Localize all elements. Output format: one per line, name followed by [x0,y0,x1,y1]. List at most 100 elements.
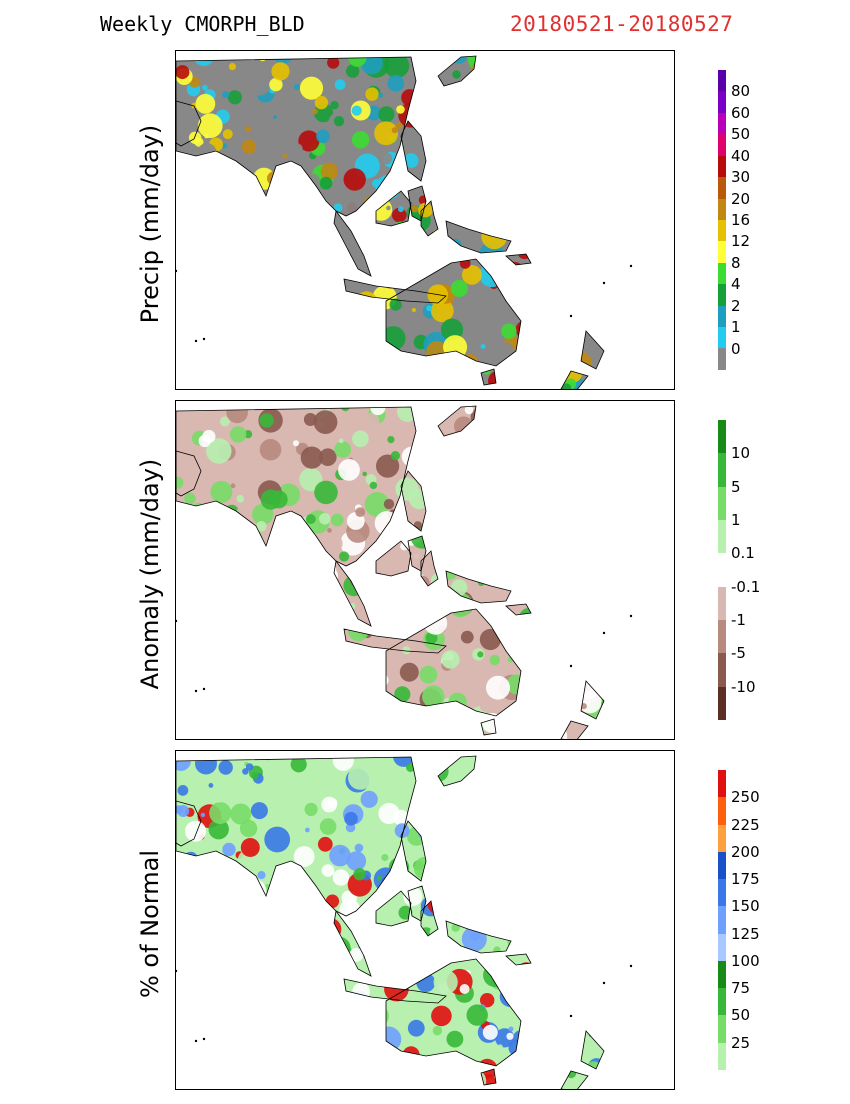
coastline [176,756,417,917]
colorbar-segment [718,553,726,587]
ylabel-anomaly: Anomaly (mm/day) [136,458,164,690]
island-dot [569,314,573,318]
land-field [176,406,604,739]
colorbar-label: 0 [731,339,741,358]
coastline [560,720,589,739]
colorbar-segment [718,305,726,328]
colorbar-label: 20 [731,189,751,208]
colorbar-label: -0.1 [731,577,761,596]
colorbar-label: 1 [731,511,741,529]
island-dot [602,981,606,985]
coastline [445,570,512,604]
colorbar-segment [718,91,726,113]
colorbar-label: 175 [731,870,760,889]
colorbar-label: 50 [731,125,751,144]
coastline [333,910,372,977]
anomaly-map-panel [175,400,675,740]
coastline [343,978,447,1004]
island-dot [176,619,178,623]
colorbar-segment [718,177,726,199]
coastline [343,628,447,654]
land-field [176,756,604,1089]
colorbar-label: 10 [731,444,751,463]
coastline [375,540,412,577]
coastline [480,368,497,386]
precip-map-panel [175,50,675,390]
colorbar-segment [718,262,726,285]
coastline [385,258,522,367]
colorbar-segment [718,453,726,487]
island-dot [629,614,633,618]
colorbar-segment [718,988,726,1016]
coastline [333,210,372,277]
island-dot [629,964,633,968]
coastline [420,550,439,587]
colorbar-label: 0.1 [731,544,755,563]
anomaly-map [176,405,633,739]
island-dot [569,1014,573,1018]
colorbar-label: 16 [731,211,751,229]
colorbar-segment [718,519,726,554]
colorbar-segment [718,284,726,306]
coastline [437,755,477,787]
land-field [176,56,604,389]
colorbar-segment [718,824,726,852]
anomaly-colorbar [718,420,726,720]
colorbar-segment [718,348,726,370]
percent-colorbar [718,770,726,1070]
colorbar-label: 4 [731,275,741,294]
colorbar-segment [718,686,726,720]
coastline [420,900,439,937]
colorbar-label: 75 [731,979,751,998]
colorbar-segment [718,70,726,92]
colorbar-label: 40 [731,146,751,165]
coastline [385,958,522,1067]
island-dot [569,664,573,668]
colorbar-segment [718,906,726,934]
colorbar-segment [718,112,726,135]
colorbar-segment [718,134,726,156]
colorbar-label: 100 [731,951,760,970]
ylabel-percent: % of Normal [136,849,164,999]
date-range: 20180521-20180527 [510,12,734,36]
colorbar-label: 150 [731,897,760,916]
colorbar-label: 200 [731,842,760,861]
coastline [176,100,202,147]
colorbar-segment [718,155,726,178]
colorbar-segment [718,586,726,620]
colorbar-segment [718,219,726,242]
colorbar-segment [718,1042,726,1070]
coastline [385,608,522,717]
colorbar-segment [718,327,726,349]
colorbar-label: -10 [731,677,756,696]
precip-map [176,55,633,389]
island-dot [629,264,633,268]
coastline [375,190,412,227]
colorbar-label: 50 [731,1006,751,1025]
coastline [505,603,532,616]
colorbar-label: 225 [731,815,760,834]
colorbar-label: -5 [731,644,746,663]
island-dot [602,281,606,285]
colorbar-segment [718,653,726,687]
colorbar-label: 80 [731,82,751,101]
colorbar-segment [718,797,726,825]
coastline [176,450,202,497]
island-dot [202,337,206,341]
coastline [333,560,372,627]
colorbar-label: 25 [731,1033,751,1052]
colorbar-segment [718,770,726,798]
coastline [343,278,447,304]
colorbar-segment [718,420,726,454]
coastline [560,1070,589,1089]
coastline [437,55,477,87]
coastline [437,405,477,437]
island-dot [602,631,606,635]
coastline [420,200,439,237]
island-dot [176,969,178,973]
percent-map-panel [175,750,675,1090]
colorbar-segment [718,960,726,989]
colorbar-label: 30 [731,168,751,187]
colorbar-segment [718,1015,726,1043]
percent-map [176,755,633,1089]
